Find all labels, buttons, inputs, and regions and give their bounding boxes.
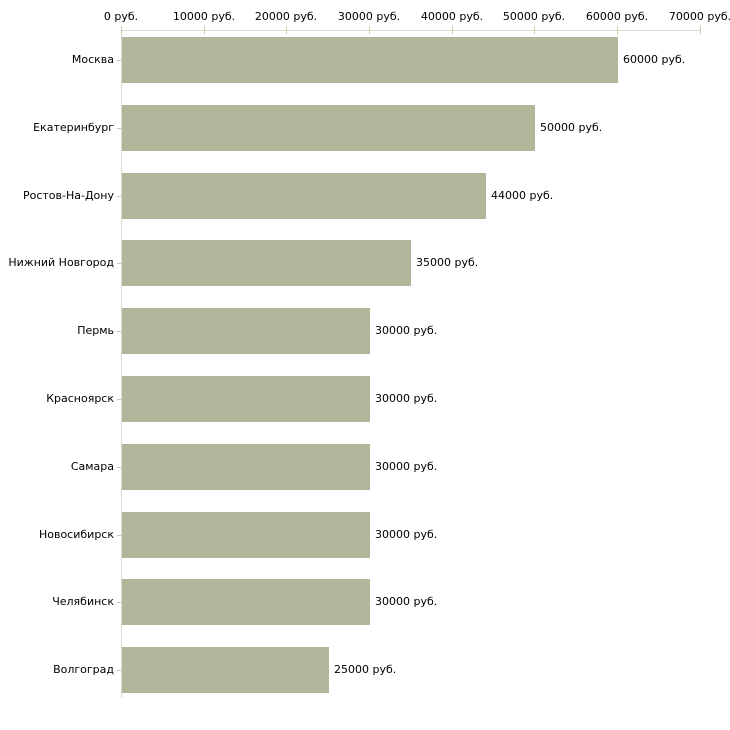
bar xyxy=(122,647,329,693)
x-axis-tick-label: 50000 руб. xyxy=(502,10,566,23)
value-label: 30000 руб. xyxy=(375,324,438,337)
value-label: 25000 руб. xyxy=(334,663,397,676)
category-label: Волгоград xyxy=(53,663,114,676)
x-axis-tick-label: 70000 руб. xyxy=(668,10,730,23)
bar xyxy=(122,105,535,151)
x-axis-tick xyxy=(534,26,535,34)
category-tick xyxy=(117,399,121,400)
category-label: Нижний Новгород xyxy=(8,256,114,269)
y-axis-line xyxy=(121,30,122,698)
value-label: 30000 руб. xyxy=(375,460,438,473)
value-label: 30000 руб. xyxy=(375,528,438,541)
x-axis-tick xyxy=(452,26,453,34)
value-label: 60000 руб. xyxy=(623,53,686,66)
category-label: Ростов-На-Дону xyxy=(22,189,114,202)
category-label: Красноярск xyxy=(46,392,114,405)
value-label: 30000 руб. xyxy=(375,392,438,405)
x-axis-line xyxy=(121,30,701,31)
bar xyxy=(122,512,370,558)
category-tick xyxy=(117,670,121,671)
category-tick xyxy=(117,331,121,332)
x-axis-tick-label: 30000 руб. xyxy=(337,10,401,23)
bar xyxy=(122,37,618,83)
category-tick xyxy=(117,128,121,129)
x-axis-tick-label: 60000 руб. xyxy=(585,10,649,23)
x-axis-tick xyxy=(700,26,701,34)
category-tick xyxy=(117,535,121,536)
category-label: Пермь xyxy=(77,324,114,337)
value-label: 30000 руб. xyxy=(375,595,438,608)
bar xyxy=(122,173,486,219)
value-label: 35000 руб. xyxy=(416,256,479,269)
category-label: Москва xyxy=(71,53,114,66)
category-label: Самара xyxy=(70,460,114,473)
x-axis-tick xyxy=(204,26,205,34)
value-label: 44000 руб. xyxy=(491,189,554,202)
category-tick xyxy=(117,196,121,197)
bar xyxy=(122,240,411,286)
bar xyxy=(122,308,370,354)
value-label: 50000 руб. xyxy=(540,121,603,134)
x-axis-tick-label: 40000 руб. xyxy=(420,10,484,23)
category-label: Екатеринбург xyxy=(33,121,114,134)
x-axis-tick xyxy=(121,26,122,34)
x-axis-tick xyxy=(369,26,370,34)
category-tick xyxy=(117,60,121,61)
bar xyxy=(122,444,370,490)
x-axis-tick-label: 10000 руб. xyxy=(172,10,236,23)
x-axis-tick xyxy=(286,26,287,34)
category-tick xyxy=(117,263,121,264)
bar xyxy=(122,579,370,625)
category-label: Челябинск xyxy=(52,595,114,608)
x-axis-tick-label: 0 руб. xyxy=(103,10,139,23)
bar xyxy=(122,376,370,422)
category-tick xyxy=(117,467,121,468)
x-axis-tick-label: 20000 руб. xyxy=(254,10,318,23)
category-tick xyxy=(117,602,121,603)
x-axis-tick xyxy=(617,26,618,34)
category-label: Новосибирск xyxy=(38,528,114,541)
